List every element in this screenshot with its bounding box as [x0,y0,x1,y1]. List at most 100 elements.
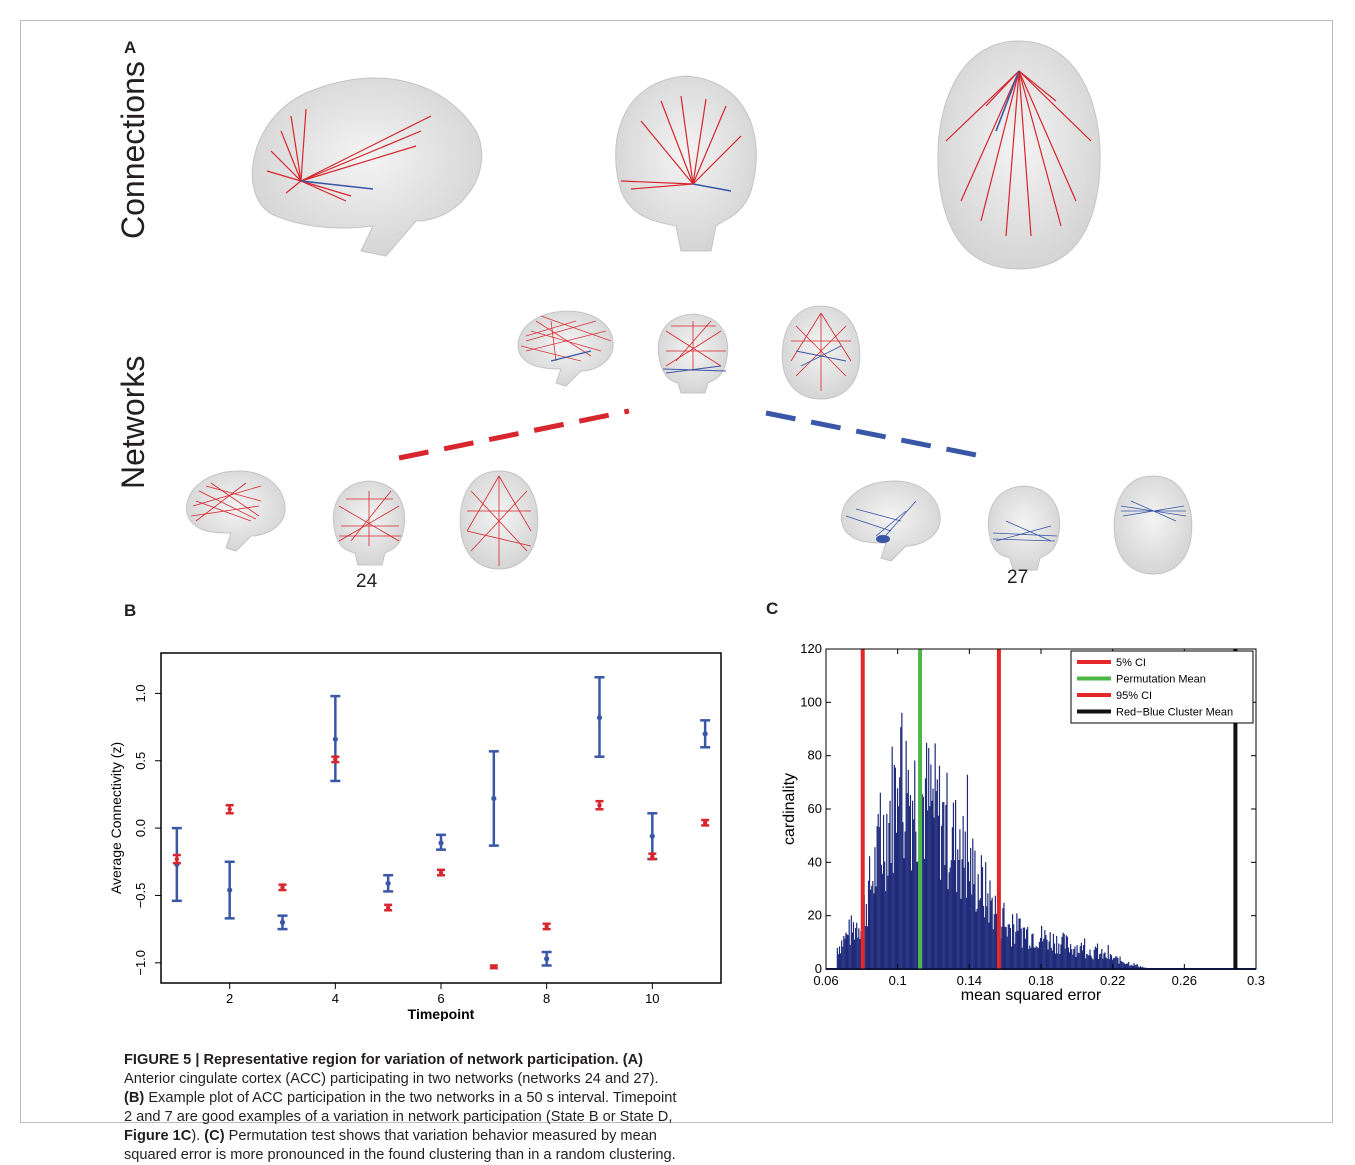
histogram-bin [1103,953,1104,969]
x-tick-label: 10 [645,991,659,1006]
histogram-bin [1113,958,1114,969]
histogram-bin [1093,959,1094,969]
histogram-bin [926,743,927,969]
histogram-bin [961,859,962,969]
histogram-bin [865,926,866,969]
network-24-coronal [333,481,404,565]
histogram-bin [940,880,941,969]
histogram-bin [1080,946,1081,969]
red-point [386,905,390,909]
histogram-bin [900,727,901,969]
histogram-bin [899,777,900,969]
x-tick-label: 2 [226,991,233,1006]
y-tick-label: 20 [808,908,822,923]
histogram-bin [989,880,990,969]
histogram-bin [913,819,914,969]
histogram-bin [867,926,868,969]
histogram-bin [895,768,896,969]
histogram-bin [1074,947,1075,969]
histogram-bin [1055,954,1056,969]
x-tick-label: 0.22 [1100,973,1125,988]
red-point [439,870,443,874]
histogram-bin [984,917,985,969]
histogram-bin [973,884,974,969]
y-axis-label: Average Connectivity (z) [108,742,124,894]
histogram-bin [839,946,840,969]
histogram-bin [979,900,980,969]
blue-point [333,737,338,742]
histogram-bin [1052,950,1053,969]
histogram-bin [1082,950,1083,969]
caption-figure-ref[interactable]: Figure 1C [124,1128,191,1144]
histogram-bin [969,881,970,969]
histogram-bin [1085,958,1086,969]
histogram-bin [1009,924,1010,969]
histogram-bin [1027,927,1028,969]
histogram-bin [896,833,897,969]
histogram-bin [982,867,983,969]
histogram-bin [889,801,890,969]
x-tick-label: 4 [332,991,339,1006]
histogram-bin [960,899,961,969]
histogram-bin [1024,928,1025,969]
connections-brain-axial [938,41,1100,269]
histogram-bin [1090,956,1091,969]
histogram-bin [972,839,973,969]
histogram-bin [1023,928,1024,969]
histogram-bin [966,898,967,969]
histogram-bin [891,863,892,969]
histogram-bin [932,789,933,969]
histogram-bin [887,876,888,969]
plot-frame [161,653,721,983]
histogram-bin [838,954,839,969]
histogram-bin [881,865,882,969]
histogram-bin [837,948,838,969]
histogram-bin [946,773,947,969]
network-parent-coronal [658,314,727,393]
histogram-bin [1128,962,1129,969]
histogram-bin [841,940,842,969]
histogram-bin [987,893,988,969]
network-27-label: 27 [1007,567,1028,589]
histogram-bin [858,928,859,969]
histogram-bin [1008,924,1009,969]
histogram-bin [944,865,945,969]
blue-point [491,796,496,801]
caption-b-text: Example plot of ACC participation in the… [124,1090,676,1125]
histogram-bin [893,873,894,969]
histogram-bin [936,791,937,969]
red-point [227,807,231,811]
histogram-bin [1106,957,1107,969]
histogram-bin [1121,961,1122,969]
histogram-bin [1110,954,1111,969]
histogram-bin [1101,949,1102,969]
histogram-bin [967,775,968,969]
histogram-bin [897,788,898,969]
histogram-bin [898,806,899,969]
histogram-bin [886,814,887,969]
histogram-bin [1060,944,1061,969]
histogram-bin [988,923,989,969]
x-tick-label: 0.3 [1247,973,1265,988]
histogram-bin [885,891,886,969]
histogram-bin [1018,918,1019,969]
histogram-bin [964,868,965,969]
histogram-bin [844,939,845,969]
x-tick-label: 6 [437,991,444,1006]
y-tick-label: 0 [815,961,822,976]
histogram-bin [1083,945,1084,969]
blue-point [280,920,285,925]
histogram [837,713,1149,969]
histogram-bin [1059,954,1060,969]
network-27-coronal [988,486,1059,570]
x-tick-label: 0.18 [1028,973,1053,988]
histogram-bin [871,886,872,969]
histogram-bin [970,848,971,969]
x-tick-label: 0.14 [957,973,982,988]
histogram-bin [1049,941,1050,969]
histogram-bin [985,862,986,969]
histogram-bin [1031,934,1032,969]
histogram-bin [1100,954,1101,969]
histogram-bin [1096,948,1097,969]
histogram-bin [1086,954,1087,969]
